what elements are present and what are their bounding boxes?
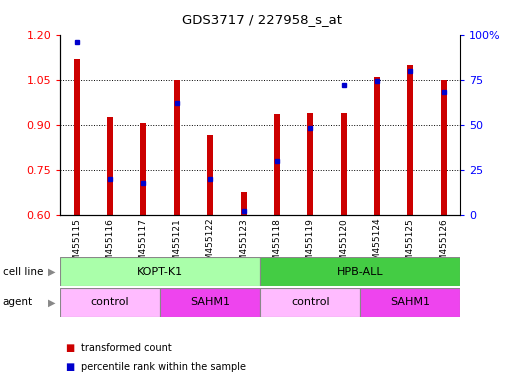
Text: control: control [291,297,329,308]
Bar [440,80,447,215]
Bar [60,288,160,317]
Bar [74,59,80,215]
Text: GDS3717 / 227958_s_at: GDS3717 / 227958_s_at [181,13,342,26]
Bar [274,114,280,215]
Bar [141,123,146,215]
Text: ■: ■ [65,343,75,353]
Text: control: control [91,297,130,308]
Text: KOPT-K1: KOPT-K1 [137,266,183,277]
Bar [260,257,460,286]
Text: percentile rank within the sample: percentile rank within the sample [81,362,246,372]
Bar [407,65,413,215]
Bar [260,288,360,317]
Bar [60,257,260,286]
Bar [174,80,180,215]
Bar [160,288,260,317]
Bar [307,113,313,215]
Bar [241,192,246,215]
Text: agent: agent [3,297,33,308]
Text: ■: ■ [65,362,75,372]
Bar [207,135,213,215]
Text: SAHM1: SAHM1 [190,297,230,308]
Text: HPB-ALL: HPB-ALL [337,266,383,277]
Bar [340,113,347,215]
Bar [360,288,460,317]
Bar [374,77,380,215]
Text: SAHM1: SAHM1 [390,297,430,308]
Text: ▶: ▶ [48,266,55,277]
Bar [107,117,113,215]
Text: transformed count: transformed count [81,343,172,353]
Text: cell line: cell line [3,266,43,277]
Text: ▶: ▶ [48,297,55,308]
